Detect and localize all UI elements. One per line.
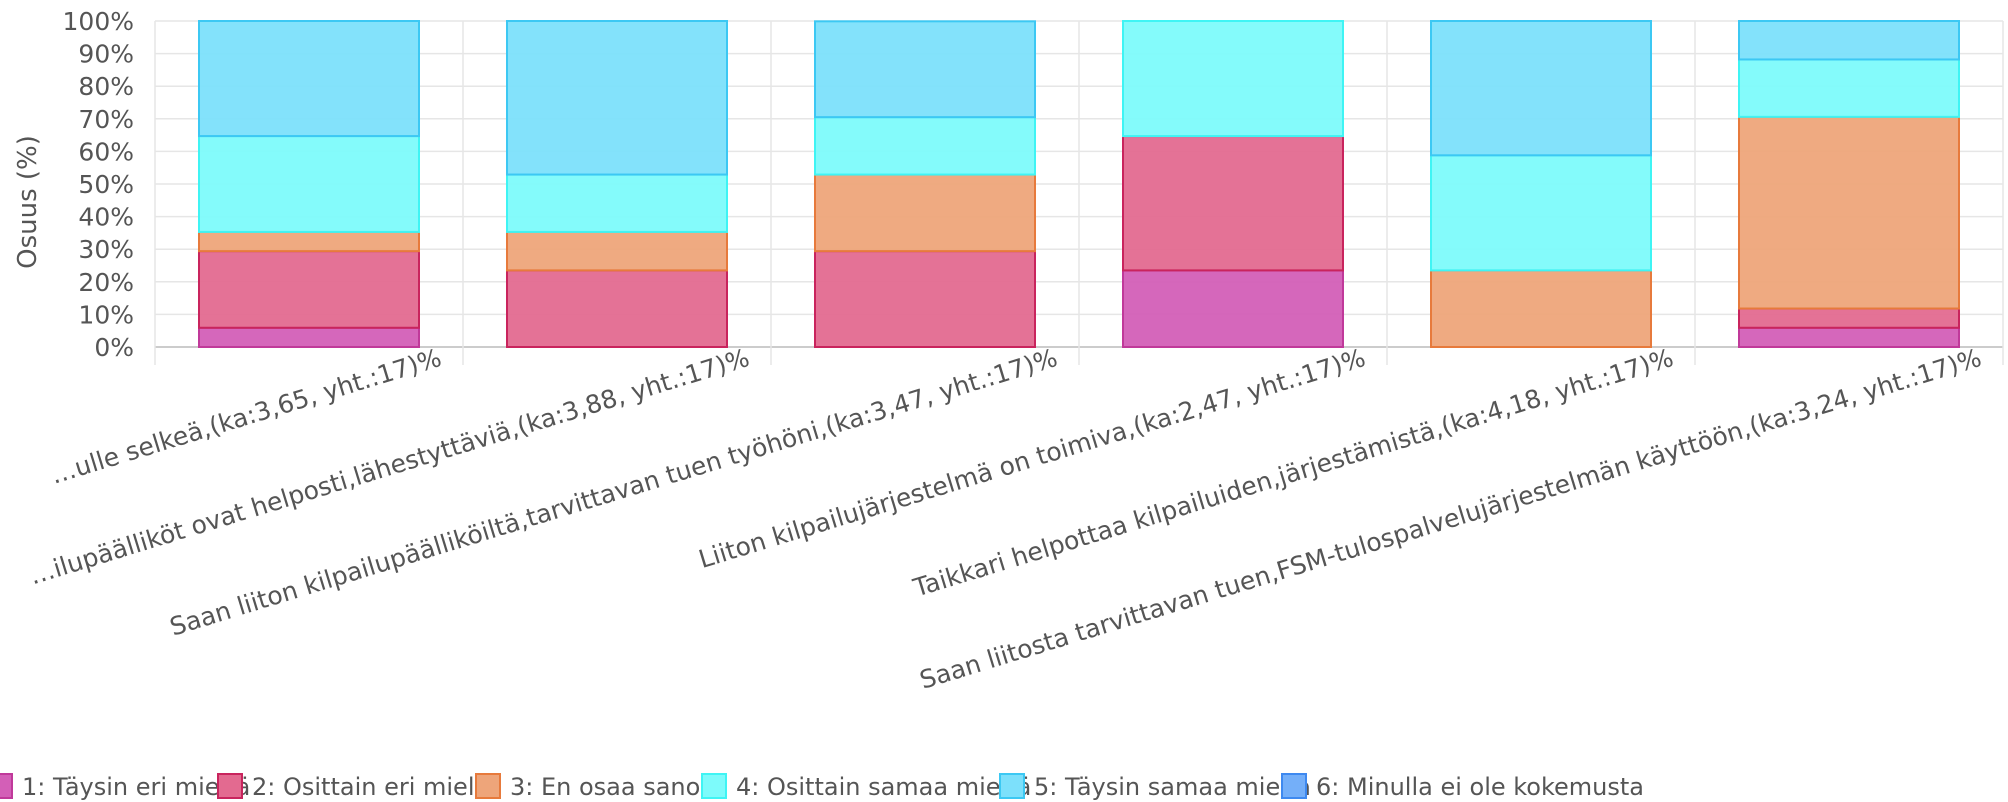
bar-segment	[506, 269, 728, 349]
category-labels: …ulle selkeä,(ka:3,65, yht.:17)%…ilupääl…	[26, 343, 1985, 695]
bar-segment	[1122, 269, 1344, 349]
y-tick-label: 100%	[63, 7, 134, 36]
legend-swatch	[217, 773, 243, 799]
bar-segment	[198, 230, 420, 253]
bar-segment	[1738, 326, 1960, 348]
bar-segment	[1122, 135, 1344, 272]
y-tick-label: 90%	[78, 40, 134, 69]
bar-segment	[198, 250, 420, 329]
y-tick-label: 40%	[78, 203, 134, 232]
legend-label: 6: Minulla ei ole kokemusta	[1316, 773, 1644, 801]
y-axis-title: Osuus (%)	[13, 135, 43, 269]
bar-segment	[1430, 269, 1652, 349]
bar-segment	[198, 326, 420, 348]
legend-swatch	[0, 773, 13, 799]
bar-segment	[814, 173, 1036, 253]
legend-label: 3: En osaa sanoa	[510, 773, 715, 801]
category-label: Saan liitosta tarvittavan tuen,FSM-tulos…	[916, 343, 1984, 695]
bar-segment	[1738, 307, 1960, 329]
y-tick-label: 50%	[78, 170, 134, 199]
y-tick-label: 10%	[78, 300, 134, 329]
y-tick-label: 60%	[78, 137, 134, 166]
bar-segment	[1430, 154, 1652, 272]
legend-label: 1: Täysin eri mieltä	[22, 773, 250, 801]
bar-segment	[1738, 58, 1960, 118]
y-tick-label: 0%	[94, 333, 134, 362]
y-tick-label: 20%	[78, 268, 134, 297]
bar-series	[198, 20, 1960, 349]
bar-segment	[198, 135, 420, 233]
bar-segment	[814, 20, 1036, 119]
legend: 1: Täysin eri mieltä 2: Osittain eri miel…	[0, 773, 1644, 801]
bar-segment	[506, 20, 728, 176]
y-axis-tick-labels: 0% 10% 20% 30% 40% 50% 60% 70% 80% 90% 100%	[63, 7, 134, 362]
legend-swatch	[701, 773, 727, 799]
bar-segment	[814, 250, 1036, 349]
legend-label: 4: Osittain samaa mieltä	[736, 773, 1031, 801]
y-tick-label: 70%	[78, 105, 134, 134]
bar-segment	[198, 20, 420, 138]
bar-segment	[1738, 115, 1960, 310]
legend-label: 5: Täysin samaa mieltä	[1034, 773, 1311, 801]
legend-label: 2: Osittain eri mieltä	[252, 773, 499, 801]
gridlines	[154, 20, 2004, 365]
y-tick-label: 80%	[78, 72, 134, 101]
bar-segment	[1430, 20, 1652, 157]
bar-segment	[814, 116, 1036, 176]
bar-segment	[506, 173, 728, 233]
legend-swatch	[475, 773, 501, 799]
bar-segment	[1122, 20, 1344, 138]
bar-segment	[1738, 20, 1960, 61]
y-tick-label: 30%	[78, 235, 134, 264]
legend-swatch	[1281, 773, 1307, 799]
legend-swatch	[999, 773, 1025, 799]
bar-segment	[506, 230, 728, 272]
